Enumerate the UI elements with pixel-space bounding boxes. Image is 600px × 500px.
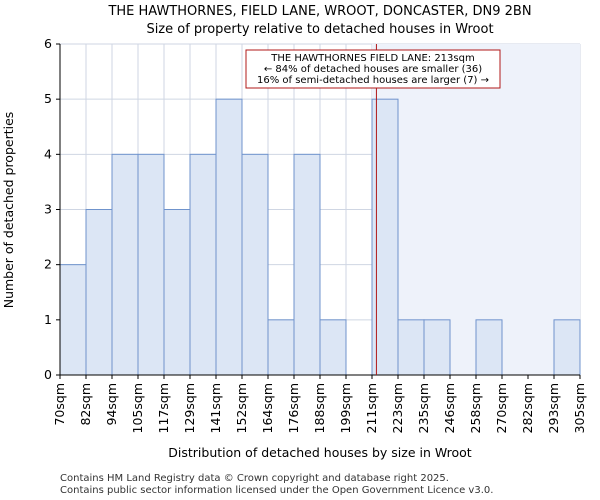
- x-tick-label: 305sqm: [572, 383, 587, 433]
- x-ticks: 70sqm 82sqm 94sqm 105sqm 117sqm 129sqm 141sqm 1…: [52, 375, 587, 433]
- x-tick-label: 129sqm: [182, 383, 197, 433]
- bar-258sqm: [475, 319, 503, 376]
- x-tick-label: 94sqm: [104, 383, 119, 426]
- x-tick-label: 270sqm: [494, 383, 509, 433]
- bar-164sqm: [267, 319, 295, 376]
- x-tick-label: 117sqm: [156, 383, 171, 433]
- x-tick-label: 293sqm: [546, 383, 561, 433]
- x-tick-label: 235sqm: [416, 383, 431, 433]
- y-tick-label: 1: [44, 312, 52, 327]
- bar-176sqm: [293, 153, 321, 376]
- annotation-frame: [245, 49, 501, 89]
- bar-82sqm: [85, 209, 113, 376]
- bar-293sqm: [553, 319, 581, 376]
- y-tick-label: 5: [44, 91, 52, 106]
- y-axis-label: Number of detached properties: [1, 112, 16, 309]
- bar-235sqm: [423, 319, 451, 376]
- bar-117sqm: [163, 209, 191, 376]
- chart-title: THE HAWTHORNES, FIELD LANE, WROOT, DONCA…: [107, 4, 531, 19]
- x-tick-label: 176sqm: [286, 383, 301, 433]
- annotation-line-2: ← 84% of detached houses are smaller (36…: [264, 64, 482, 75]
- x-tick-label: 105sqm: [130, 383, 145, 433]
- x-tick-label: 199sqm: [338, 383, 353, 433]
- x-tick-label: 211sqm: [364, 383, 379, 433]
- y-tick-label: 3: [44, 202, 52, 217]
- bar-152sqm: [241, 153, 269, 376]
- chart-subtitle: Size of property relative to detached ho…: [146, 22, 493, 37]
- x-tick-label: 258sqm: [468, 383, 483, 433]
- bar-70sqm: [59, 264, 87, 376]
- bar-223sqm: [397, 319, 425, 376]
- y-tick-label: 4: [44, 146, 52, 161]
- footer-copyright: Contains HM Land Registry data © Crown c…: [60, 473, 449, 484]
- x-tick-label: 164sqm: [260, 383, 275, 433]
- x-tick-label: 223sqm: [390, 383, 405, 433]
- x-tick-label: 282sqm: [520, 383, 535, 433]
- x-tick-label: 188sqm: [312, 383, 327, 433]
- bar-211sqm: [371, 98, 399, 376]
- annotation-line-3: 16% of semi-detached houses are larger (…: [257, 75, 489, 86]
- bar-94sqm: [111, 153, 139, 376]
- annotation-line-1: THE HAWTHORNES FIELD LANE: 213sqm: [270, 53, 474, 64]
- x-tick-label: 82sqm: [78, 383, 93, 426]
- histogram-chart: THE HAWTHORNES, FIELD LANE, WROOT, DONCA…: [1, 4, 587, 460]
- annotation-box: THE HAWTHORNES FIELD LANE: 213sqm ← 84% …: [245, 49, 501, 89]
- bars: [59, 98, 581, 376]
- bar-141sqm: [215, 98, 243, 376]
- y-tick-label: 2: [44, 257, 52, 272]
- y-ticks: 0 1 2 3 4 5 6: [44, 36, 60, 382]
- footer-licence: Contains public sector information licen…: [60, 485, 494, 496]
- bar-105sqm: [137, 153, 165, 376]
- x-axis-label: Distribution of detached houses by size …: [168, 445, 472, 460]
- bar-129sqm: [189, 153, 217, 376]
- bar-188sqm: [319, 319, 347, 376]
- y-tick-label: 6: [44, 36, 52, 51]
- x-tick-label: 141sqm: [208, 383, 223, 433]
- x-tick-label: 70sqm: [52, 383, 67, 426]
- y-tick-label: 0: [44, 367, 52, 382]
- x-tick-label: 152sqm: [234, 383, 249, 433]
- x-tick-label: 246sqm: [442, 383, 457, 433]
